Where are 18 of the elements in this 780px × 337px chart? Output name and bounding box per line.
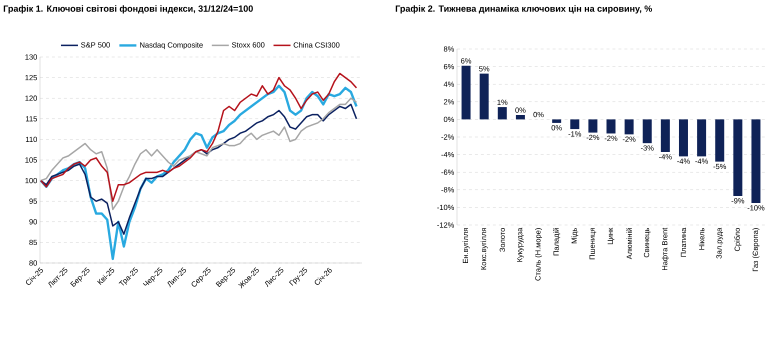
bar [606, 119, 616, 134]
bar [624, 119, 634, 134]
bar [570, 119, 580, 130]
bar [751, 119, 760, 203]
bar [462, 66, 471, 120]
bar [697, 119, 706, 156]
bar [733, 119, 742, 196]
bar [552, 119, 562, 123]
bar [480, 74, 489, 120]
chart-title: Графік 1. Ключові світові фондові індекси, 31/12/24=100 [4, 5, 253, 14]
bar [516, 115, 525, 120]
bar [588, 119, 598, 133]
bar [660, 119, 670, 152]
bar [678, 119, 688, 156]
bar [642, 119, 652, 144]
bar [715, 119, 724, 162]
chart-title: Графік 2. Тижнева динаміка ключових цін на сировину, % [396, 5, 652, 14]
bar [498, 107, 507, 120]
